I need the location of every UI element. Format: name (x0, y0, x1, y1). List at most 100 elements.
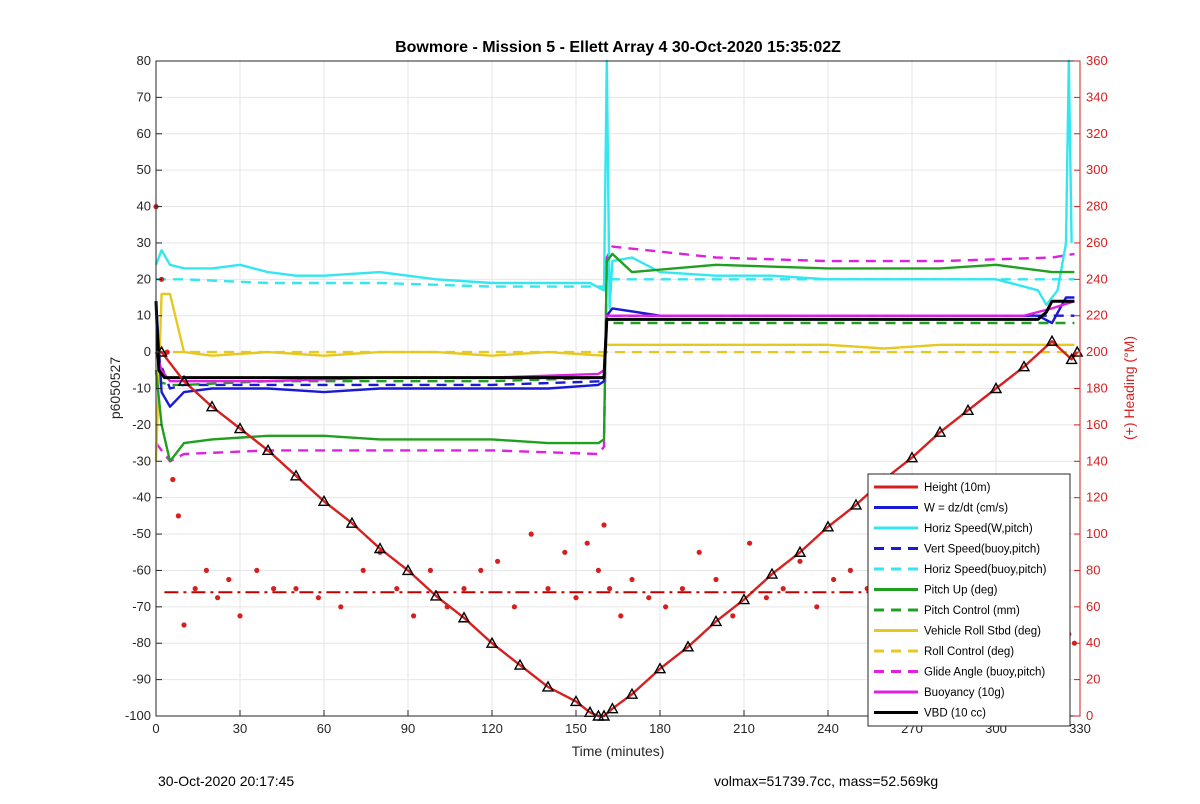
heading-point (780, 586, 786, 592)
heading-point (696, 549, 702, 555)
x-tick-label: 210 (733, 721, 755, 736)
y-tick-label: -80 (132, 635, 151, 650)
heading-point (607, 586, 613, 592)
height-marker (821, 520, 835, 532)
heading-point (747, 540, 753, 546)
heading-point (511, 604, 517, 610)
heading-point (360, 567, 366, 574)
y-tick-label: 30 (137, 235, 151, 250)
x-tick-label: 60 (317, 721, 331, 736)
y-tick-label: -100 (125, 708, 151, 723)
heading-point (573, 595, 579, 601)
x-tick-label: 90 (401, 721, 415, 736)
y-axis-label: p6050527 (107, 357, 123, 420)
series-vbd-10-cc (154, 299, 1075, 380)
heading-point (601, 522, 607, 528)
y2-tick-label: 200 (1086, 344, 1108, 359)
heading-point (315, 595, 321, 601)
y2-tick-label: 260 (1086, 235, 1108, 250)
series-horiz-speed-w-pitch (154, 59, 1073, 310)
series-pitch-up-deg (154, 252, 1075, 463)
heading-point (713, 576, 719, 583)
y-tick-label: 20 (137, 271, 151, 286)
height-marker (961, 403, 975, 416)
x-tick-label: 240 (817, 721, 839, 736)
y2-tick-label: 60 (1086, 599, 1100, 614)
y2-tick-label: 280 (1086, 199, 1108, 214)
height-marker (317, 494, 331, 507)
y-tick-label: 0 (144, 344, 151, 359)
height-marker (625, 687, 639, 699)
heading-point (411, 613, 417, 619)
y2-tick-label: 0 (1086, 708, 1093, 723)
series-buoyancy-10g (154, 300, 1075, 383)
legend-entry: Horiz Speed(W,pitch) (924, 523, 1033, 535)
x-tick-label: 150 (565, 721, 587, 736)
height-marker (513, 658, 527, 670)
heading-point (181, 622, 187, 628)
legend-entry: W = dz/dt (cm/s) (924, 503, 1008, 515)
heading-point (254, 567, 260, 574)
height-marker (177, 374, 191, 386)
y-tick-label: -10 (132, 381, 151, 396)
heading-point (814, 604, 820, 610)
heading-point (618, 613, 624, 619)
y-tick-label: 50 (137, 162, 151, 177)
y-tick-label: -30 (132, 453, 151, 468)
x-axis-label: Time (minutes) (572, 743, 665, 759)
y2-tick-label: 240 (1086, 271, 1108, 286)
heading-point (562, 549, 568, 555)
heading-point (444, 604, 450, 610)
y-tick-label: -60 (132, 562, 151, 577)
legend-entry: Buoyancy (10g) (924, 687, 1005, 699)
heading-point (164, 349, 170, 355)
heading-point (595, 567, 602, 574)
height-marker (793, 545, 807, 557)
height-marker (541, 680, 555, 692)
series-layer (154, 59, 1079, 718)
heading-point (175, 513, 181, 519)
y2-tick-label: 80 (1086, 562, 1100, 577)
heading-point (461, 586, 467, 592)
legend-entry: Horiz Speed(buoy,pitch) (924, 564, 1047, 576)
heading-point (237, 613, 243, 619)
x-tick-label: 30 (233, 721, 247, 736)
height-marker (1045, 334, 1059, 346)
heading-point (797, 558, 803, 564)
height-marker (205, 400, 219, 412)
heading-point (646, 595, 652, 601)
legend-entry: Height (10m) (924, 482, 991, 494)
x-tick-label: 330 (1069, 721, 1091, 736)
heading-point (679, 586, 686, 592)
legend-entry: Pitch Control (mm) (924, 605, 1020, 617)
heading-point (271, 586, 277, 592)
y2-tick-label: 20 (1086, 672, 1100, 687)
height-marker (485, 636, 499, 648)
x-tick-label: 0 (152, 721, 159, 736)
height-marker (681, 640, 695, 652)
heading-point (495, 558, 501, 564)
y2-tick-label: 120 (1086, 490, 1108, 505)
legend-box (867, 473, 1071, 727)
y2-tick-label: 40 (1086, 635, 1100, 650)
legend-entry: VBD (10 cc) (924, 708, 986, 720)
y2-tick-label: 100 (1086, 526, 1108, 541)
height-marker (765, 567, 779, 579)
heading-point (203, 567, 209, 574)
heading-point (730, 613, 736, 619)
y2-tick-label: 220 (1086, 308, 1108, 323)
heading-point (215, 595, 221, 601)
y2-tick-label: 140 (1086, 453, 1108, 468)
legend-entry: Glide Angle (buoy,pitch) (924, 667, 1045, 679)
height-marker (345, 516, 359, 528)
y2-tick-label: 340 (1086, 89, 1108, 104)
x-tick-label: 180 (649, 721, 671, 736)
heading-point (847, 567, 854, 574)
x-tick-label: 120 (481, 721, 503, 736)
height-marker (401, 564, 415, 576)
y-tick-label: 10 (137, 308, 151, 323)
heading-point (478, 567, 484, 574)
legend-entry: Vehicle Roll Stbd (deg) (924, 626, 1041, 638)
heading-point (226, 576, 232, 583)
height-marker (155, 345, 168, 357)
